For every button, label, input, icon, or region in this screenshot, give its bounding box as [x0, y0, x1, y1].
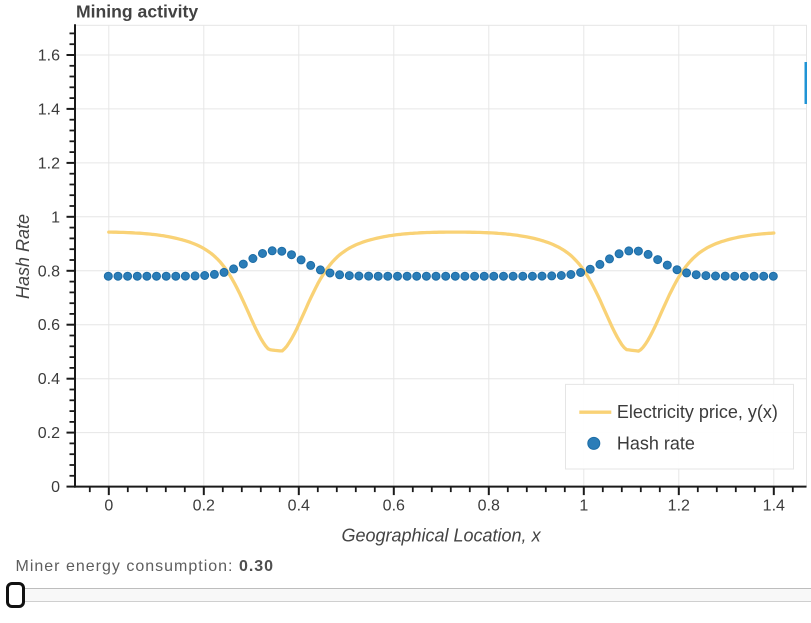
- svg-text:0.6: 0.6: [383, 498, 405, 515]
- svg-text:Hash Rate: Hash Rate: [13, 214, 33, 299]
- svg-text:Electricity price, y(x): Electricity price, y(x): [617, 402, 778, 422]
- svg-text:0: 0: [104, 498, 113, 515]
- svg-text:1.6: 1.6: [38, 48, 60, 65]
- svg-text:1.2: 1.2: [668, 498, 690, 515]
- svg-text:0.2: 0.2: [38, 425, 60, 442]
- svg-text:1.4: 1.4: [38, 101, 60, 118]
- svg-text:0.8: 0.8: [38, 263, 60, 280]
- svg-text:0.2: 0.2: [193, 498, 215, 515]
- svg-text:0.4: 0.4: [38, 371, 60, 388]
- svg-text:1.4: 1.4: [763, 498, 785, 515]
- svg-text:0.6: 0.6: [38, 317, 60, 334]
- svg-text:Mining activity: Mining activity: [76, 1, 198, 21]
- svg-text:1: 1: [579, 498, 588, 515]
- svg-text:Geographical Location, x: Geographical Location, x: [341, 526, 541, 546]
- svg-text:1.2: 1.2: [38, 155, 60, 172]
- svg-text:0.8: 0.8: [478, 498, 500, 515]
- svg-text:0.4: 0.4: [288, 498, 310, 515]
- svg-text:Hash rate: Hash rate: [617, 433, 695, 453]
- svg-text:1: 1: [51, 209, 60, 226]
- svg-text:0: 0: [51, 479, 60, 496]
